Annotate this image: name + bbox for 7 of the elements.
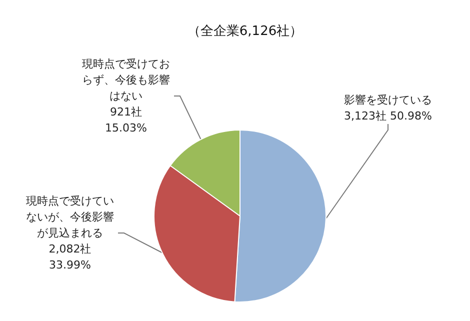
data-label: 3,123社 50.98% xyxy=(344,110,432,122)
slice-label: 現時点で受けておらず、今後も影響はない xyxy=(82,58,170,102)
slice-label: 影響を受けている xyxy=(344,94,432,106)
data-label: 921社 15.03% xyxy=(105,106,147,134)
slice-label: 現時点で受けていないが、今後影響が見込まれる xyxy=(26,194,114,240)
chart-title: （全企業6,126社） xyxy=(187,24,303,39)
data-label: 2,082社 33.99% xyxy=(48,242,92,272)
